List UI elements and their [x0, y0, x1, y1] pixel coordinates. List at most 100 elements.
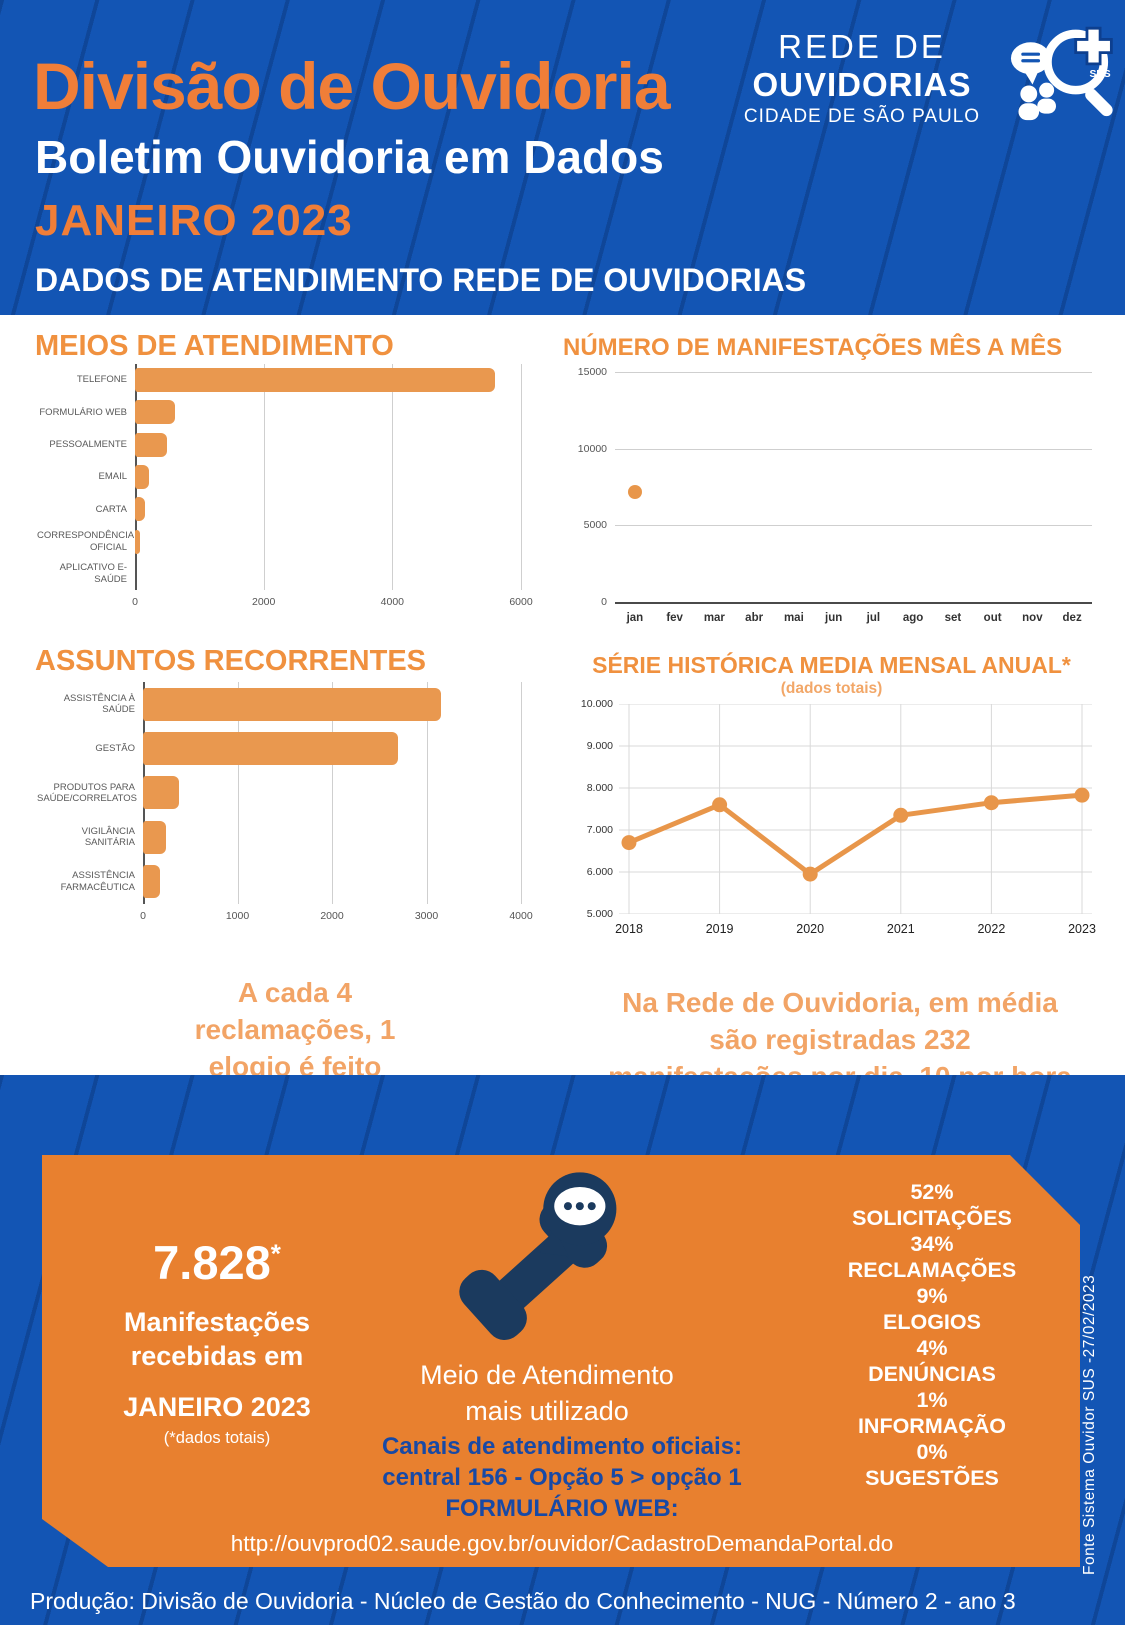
bar-row: VIGILÂNCIA SANITÁRIA — [82, 820, 521, 854]
summary-panel: 7.828* Manifestações recebidas em JANEIR… — [42, 1155, 1080, 1567]
gridline — [521, 364, 522, 590]
breakdown-percent: 34% — [910, 1232, 954, 1256]
gridline — [237, 682, 239, 904]
breakdown-label: SOLICITAÇÕES — [852, 1206, 1012, 1230]
y-tick-label: 10000 — [577, 442, 607, 455]
x-tick-label: 4000 — [509, 910, 533, 922]
bar — [143, 732, 399, 766]
logo-line2: OUVIDORIAS — [752, 66, 972, 103]
total-number: 7.828 — [153, 1236, 271, 1289]
x-tick-label: abr — [745, 612, 764, 624]
x-tick-label: dez — [1062, 612, 1082, 624]
text-line: central 156 - Opção 5 > opção 1 — [382, 1464, 742, 1492]
breakdown-percent: 1% — [916, 1388, 948, 1412]
bottom-banner: 7.828* Manifestações recebidas em JANEIR… — [0, 1075, 1125, 1625]
x-tick-label: nov — [1022, 612, 1043, 624]
meio-mais-utilizado-label: Meio de Atendimento mais utilizado — [392, 1357, 702, 1430]
manifestacoes-mes-chart: jan fev mar abr mai jun jul ago set out nov dez 150… — [563, 362, 1100, 634]
bar — [135, 529, 140, 554]
breakdown-label: RECLAMAÇÕES — [847, 1258, 1017, 1282]
x-tick-label: 1000 — [225, 910, 250, 922]
bar-category-label: APLICATIVO E-SAÚDE — [59, 562, 127, 585]
x-tick-label: fev — [666, 612, 683, 624]
stat-reclamacoes-elogio: A cada 4 reclamações, 1 elogio é feito — [140, 975, 450, 1086]
breakdown-label: ELOGIOS — [883, 1310, 981, 1334]
total-asterisk: * — [270, 1238, 281, 1269]
bar-category-label: ASSISTÊNCIA FARMACÊUTICA — [60, 870, 135, 893]
x-tick-label: 2019 — [705, 922, 734, 936]
logo-line3: CIDADE DE SÃO PAULO — [743, 106, 981, 127]
bar-category-label: GESTÃO — [95, 742, 135, 754]
x-tick-label: 2020 — [796, 922, 825, 936]
phone-chat-icon — [450, 1165, 642, 1357]
assuntos-chart-title: ASSUNTOS RECORRENTES — [35, 645, 427, 677]
x-tick-label: 6000 — [509, 596, 533, 608]
y-tick-label: 15000 — [577, 366, 607, 378]
gridline — [263, 364, 265, 590]
x-tick-label: mai — [783, 612, 804, 624]
gridline — [615, 372, 1092, 373]
line-chart-svg — [619, 703, 1092, 915]
breakdown-percent: 4% — [916, 1336, 948, 1360]
x-tick-label: mar — [703, 612, 725, 624]
bar — [135, 432, 167, 457]
period-title: JANEIRO 2023 — [35, 196, 353, 245]
serie-historica-title: SÉRIE HISTÓRICA MEDIA MENSAL ANUAL* — [592, 652, 1071, 678]
assuntos-recorrentes-chart: ASSISTÊNCIA À SAÚDE GESTÃO PRODUTOS PARA S… — [35, 682, 533, 930]
x-tick-label: 2023 — [1068, 922, 1096, 936]
text-line: Meio de Atendimento — [420, 1360, 674, 1390]
bar-category-label: CARTA — [95, 503, 127, 515]
manifestacoes-mes-chart-title: NÚMERO DE MANIFESTAÇÕES MÊS A MÊS — [563, 334, 1063, 361]
breakdown-percent: 52% — [910, 1180, 954, 1204]
bar — [135, 497, 145, 522]
formulario-web-url[interactable]: http://ouvprod02.saude.gov.br/ouvidor/Ca… — [230, 1531, 894, 1556]
bar — [135, 368, 496, 393]
data-point — [893, 807, 909, 823]
x-tick-label: jun — [825, 612, 843, 624]
bar-row: CORRESPONDÊNCIA OFICIAL — [37, 529, 521, 554]
x-tick-label: jan — [626, 612, 644, 624]
total-caption: Manifestações recebidas em — [123, 1307, 311, 1371]
bar-category-label: EMAIL — [98, 471, 127, 483]
text-line: Canais de atendimento oficiais: — [381, 1433, 743, 1460]
bar — [143, 687, 441, 721]
bar-row: PRODUTOS PARA SAÚDE/CORRELATOS — [37, 776, 521, 810]
breakdown-label: INFORMAÇÃO — [857, 1414, 1007, 1438]
rede-ouvidorias-logo: REDE DE OUVIDORIAS CIDADE DE SÃO PAULO — [727, 28, 997, 128]
manifestation-type-breakdown: 52% SOLICITAÇÕES 34% RECLAMAÇÕES 9% ELOGIOS 4%… — [822, 1179, 1042, 1491]
data-point — [712, 797, 728, 813]
bar-row: CARTA — [96, 497, 521, 522]
y-tick-label: 5000 — [583, 519, 607, 532]
section-title: DADOS DE ATENDIMENTO REDE DE OUVIDORIAS — [35, 262, 807, 298]
production-credit: Produção: Divisão de Ouvidoria - Núcleo … — [30, 1588, 1016, 1614]
y-tick-label: 6.000 — [586, 866, 613, 878]
logo-line1: REDE DE — [778, 28, 946, 65]
y-tick-label: 8.000 — [586, 782, 613, 794]
x-tick-label: 2000 — [251, 596, 276, 608]
bar-category-label: PESSOALMENTE — [49, 439, 127, 450]
x-tick-label: out — [983, 612, 1002, 624]
bar-row: APLICATIVO E-SAÚDE — [60, 562, 521, 586]
gridline — [615, 525, 1092, 527]
bar — [135, 464, 149, 489]
y-tick-label: 9.000 — [586, 740, 613, 752]
gridline — [521, 682, 522, 904]
serie-historica-subtitle: (dados totais) — [780, 680, 883, 697]
total-value: 7.828* — [72, 1235, 362, 1290]
bar-category-label: FORMULÁRIO WEB — [39, 406, 127, 418]
bar-category-label: TELEFONE — [76, 374, 127, 386]
gridline — [426, 682, 428, 904]
breakdown-percent: 9% — [916, 1284, 948, 1308]
line-series — [626, 792, 1085, 877]
breakdown-label: SUGESTÕES — [865, 1466, 999, 1490]
y-tick-label: 0 — [601, 596, 607, 608]
gridline — [332, 682, 333, 904]
text-line: FORMULÁRIO WEB: — [445, 1495, 679, 1523]
data-point — [1074, 787, 1090, 803]
bar-row: EMAIL — [98, 464, 521, 489]
data-point — [983, 795, 999, 811]
x-tick-label: 4000 — [380, 596, 405, 608]
text-line: Na Rede de Ouvidoria, em média — [622, 987, 1058, 1018]
bar-category-label: VIGILÂNCIA SANITÁRIA — [81, 825, 135, 849]
